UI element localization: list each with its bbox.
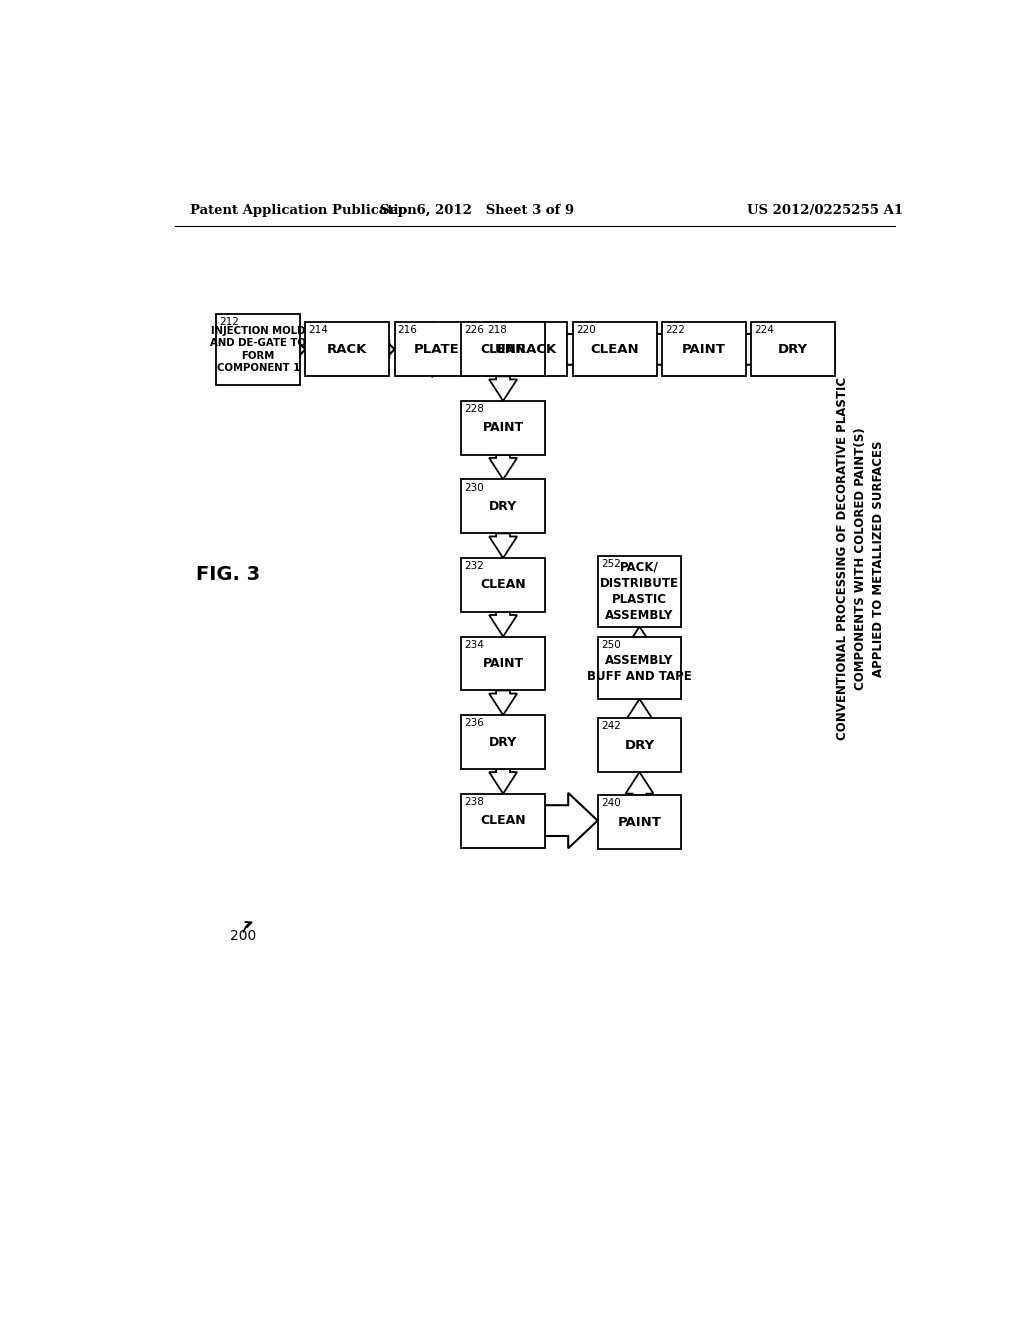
Text: 222: 222: [665, 326, 685, 335]
Bar: [461, 322, 545, 376]
Text: CLEAN: CLEAN: [480, 578, 526, 591]
Bar: [461, 793, 545, 847]
Bar: [598, 638, 681, 700]
Text: 228: 228: [464, 404, 484, 414]
Bar: [483, 322, 567, 376]
Text: INJECTION MOLD
AND DE-GATE TO
FORM
COMPONENT 1: INJECTION MOLD AND DE-GATE TO FORM COMPO…: [210, 326, 306, 374]
Bar: [461, 558, 545, 612]
Polygon shape: [489, 455, 517, 479]
Polygon shape: [468, 334, 483, 364]
Polygon shape: [626, 627, 653, 648]
Text: ASSEMBLY
BUFF AND TAPE: ASSEMBLY BUFF AND TAPE: [587, 653, 692, 682]
Text: PAINT: PAINT: [617, 816, 662, 829]
Text: CLEAN: CLEAN: [591, 343, 639, 356]
Text: 220: 220: [575, 326, 596, 335]
Bar: [461, 715, 545, 770]
Text: CLEAN: CLEAN: [480, 814, 526, 828]
Text: DRY: DRY: [489, 500, 517, 513]
Text: CLEAN: CLEAN: [480, 343, 526, 356]
Bar: [461, 479, 545, 533]
Text: 238: 238: [464, 797, 484, 807]
Text: PAINT: PAINT: [682, 343, 726, 356]
Bar: [305, 322, 389, 376]
Text: US 2012/0225255 A1: US 2012/0225255 A1: [748, 205, 903, 218]
Text: 212: 212: [219, 317, 240, 327]
Text: 250: 250: [601, 640, 621, 651]
Bar: [598, 795, 681, 849]
Text: DRY: DRY: [625, 739, 654, 751]
Bar: [216, 314, 300, 385]
Text: DRY: DRY: [778, 343, 808, 356]
Text: 214: 214: [308, 326, 329, 335]
Text: 232: 232: [464, 561, 484, 572]
Text: 240: 240: [601, 799, 621, 808]
Bar: [662, 322, 745, 376]
Bar: [461, 401, 545, 455]
Polygon shape: [290, 334, 305, 364]
Text: PACK/
DISTRIBUTE
PLASTIC
ASSEMBLY: PACK/ DISTRIBUTE PLASTIC ASSEMBLY: [600, 561, 679, 622]
Bar: [751, 322, 835, 376]
Text: 234: 234: [464, 640, 484, 649]
Text: FIG. 3: FIG. 3: [197, 565, 260, 583]
Text: UNRACK: UNRACK: [495, 343, 557, 356]
Polygon shape: [489, 612, 517, 636]
Text: 216: 216: [397, 326, 418, 335]
Text: DRY: DRY: [489, 735, 517, 748]
Text: 252: 252: [601, 558, 621, 569]
Text: 200: 200: [230, 929, 257, 942]
Text: PAINT: PAINT: [482, 657, 523, 671]
Text: 226: 226: [464, 326, 484, 335]
Polygon shape: [489, 770, 517, 793]
Bar: [394, 322, 478, 376]
Text: Patent Application Publication: Patent Application Publication: [190, 205, 417, 218]
Text: 218: 218: [486, 326, 507, 335]
Text: CONVENTIONAL PROCESSING OF DECORATIVE PLASTIC
COMPONENTS WITH COLORED PAINT(S)
A: CONVENTIONAL PROCESSING OF DECORATIVE PL…: [836, 378, 885, 741]
Polygon shape: [646, 334, 662, 364]
Polygon shape: [545, 793, 598, 849]
Polygon shape: [557, 334, 572, 364]
Text: 242: 242: [601, 721, 621, 731]
Text: PAINT: PAINT: [482, 421, 523, 434]
Polygon shape: [379, 334, 394, 364]
Text: 236: 236: [464, 718, 484, 729]
Text: RACK: RACK: [327, 343, 368, 356]
Bar: [598, 718, 681, 772]
Text: 224: 224: [755, 326, 774, 335]
Polygon shape: [432, 322, 835, 378]
Bar: [598, 556, 681, 627]
Text: Sep. 6, 2012   Sheet 3 of 9: Sep. 6, 2012 Sheet 3 of 9: [380, 205, 573, 218]
Polygon shape: [626, 700, 653, 721]
Polygon shape: [489, 690, 517, 715]
Bar: [461, 636, 545, 690]
Polygon shape: [626, 772, 653, 795]
Polygon shape: [489, 376, 517, 401]
Polygon shape: [489, 533, 517, 558]
Text: PLATE: PLATE: [414, 343, 460, 356]
Text: 230: 230: [464, 483, 484, 492]
Polygon shape: [735, 334, 751, 364]
Bar: [572, 322, 656, 376]
